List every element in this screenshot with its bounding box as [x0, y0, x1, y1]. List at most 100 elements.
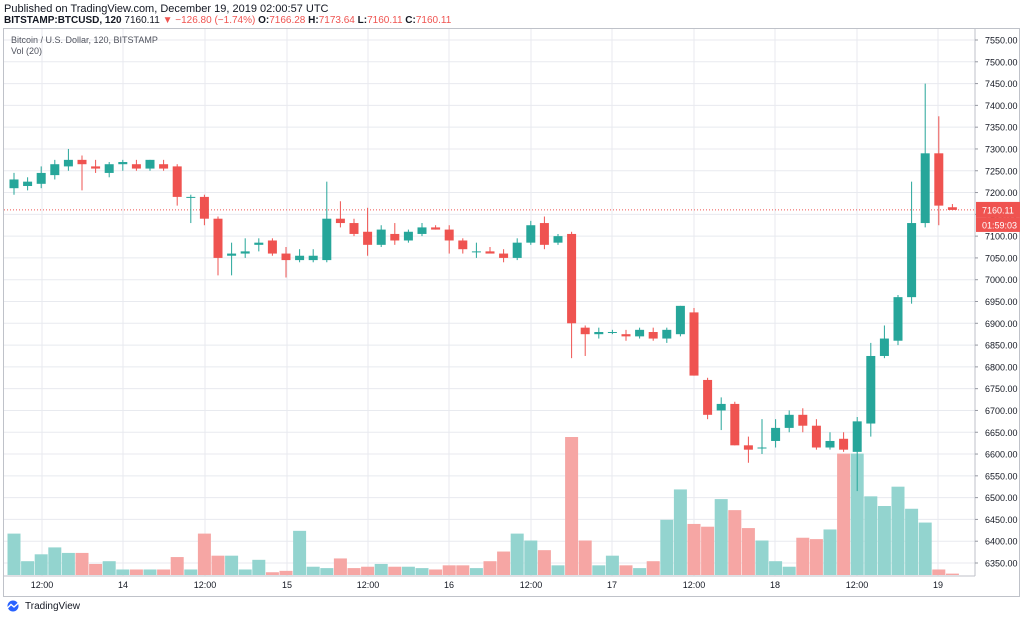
chart-frame[interactable]	[3, 28, 1020, 597]
candle-body	[485, 251, 495, 254]
volume-bar	[646, 561, 660, 575]
candle-body	[689, 312, 699, 376]
candle-body	[512, 242, 522, 258]
volume-bar	[565, 437, 579, 575]
candle-body	[281, 253, 291, 261]
volume-bar	[932, 569, 946, 575]
candle-body	[920, 153, 930, 224]
volume-bar	[605, 555, 619, 575]
volume-bar	[374, 563, 388, 575]
candle-body	[825, 440, 835, 448]
candle-body	[499, 253, 509, 258]
candle-body	[267, 240, 277, 254]
low-label: L:	[357, 15, 368, 26]
volume-bar	[945, 573, 959, 575]
candle-body	[417, 227, 427, 234]
volume-bar	[211, 555, 225, 575]
price-change: ▼ −126.80 (−1.74%)	[162, 15, 256, 26]
volume-bar	[129, 569, 143, 575]
price-tick-label: 6500.00	[985, 493, 1018, 503]
volume-bar	[265, 572, 279, 575]
volume-bar	[891, 486, 905, 575]
volume-bar	[592, 565, 606, 575]
candle-body	[172, 166, 182, 197]
price-tick-label: 6550.00	[985, 471, 1018, 481]
time-tick-label: 19	[933, 580, 943, 590]
volume-bar	[415, 568, 429, 575]
candle-body	[716, 403, 726, 411]
volume-bar	[782, 566, 796, 575]
candle-body	[594, 332, 604, 335]
time-tick-label: 12:00	[846, 580, 869, 590]
price-tick-label: 7500.00	[985, 57, 1018, 67]
price-tick-label: 6950.00	[985, 297, 1018, 307]
volume-bar	[850, 453, 864, 575]
candle-body	[131, 164, 141, 169]
volume-bar	[75, 552, 89, 575]
price-tick-label: 6750.00	[985, 384, 1018, 394]
price-tick-label: 7300.00	[985, 144, 1018, 154]
tradingview-brand: TradingView	[25, 600, 81, 612]
price-tick-label: 7450.00	[985, 79, 1018, 89]
volume-bar	[89, 563, 103, 575]
candle-body	[322, 218, 332, 261]
price-tick-label: 7550.00	[985, 36, 1018, 46]
volume-bar	[401, 566, 415, 575]
price-tick-label: 7000.00	[985, 275, 1018, 285]
candle-body	[771, 427, 781, 441]
tradingview-footer[interactable]: TradingView	[4, 599, 80, 613]
volume-bar	[741, 528, 755, 575]
volume-bar	[537, 550, 551, 575]
candle-body	[526, 225, 536, 243]
countdown-tag: 01:59:03	[982, 220, 1017, 230]
candle-body	[9, 179, 19, 189]
candle-body	[186, 196, 196, 198]
volume-legend: Vol (20)	[11, 46, 43, 56]
time-tick-label: 12:00	[357, 580, 380, 590]
countdown-tag-bg	[976, 217, 1020, 232]
time-tick-label: 12:00	[683, 580, 706, 590]
close-value: 7160.11	[415, 15, 452, 26]
volume-bar	[497, 551, 511, 575]
volume-bar	[442, 565, 456, 575]
time-tick-label: 14	[118, 580, 128, 590]
candle-body	[444, 229, 454, 241]
ohlc-bar: BITSTAMP:BTCUSD, 120 7160.11 ▼ −126.80 (…	[4, 15, 451, 26]
candle-body	[662, 329, 672, 339]
volume-bar	[755, 540, 769, 575]
volume-bar	[7, 533, 21, 575]
volume-bar	[469, 568, 483, 575]
volume-bar	[143, 569, 157, 575]
candle-body	[104, 164, 114, 173]
volume-bar	[728, 510, 742, 575]
candle-body	[118, 162, 128, 165]
candle-body	[934, 153, 944, 206]
volume-bar	[483, 561, 497, 575]
candle-body	[866, 355, 876, 424]
candle-body	[621, 334, 631, 337]
time-tick-label: 18	[770, 580, 780, 590]
candle-body	[879, 338, 889, 356]
candle-body	[471, 251, 481, 253]
volume-bar	[633, 568, 647, 575]
candle-body	[675, 305, 685, 335]
volume-bar	[864, 496, 878, 575]
price-tick-label: 6600.00	[985, 450, 1018, 460]
close-label: C:	[405, 15, 416, 26]
candle-body	[77, 159, 87, 165]
volume-bar	[429, 569, 443, 575]
price-tick-label: 7350.00	[985, 123, 1018, 133]
candle-body	[295, 255, 305, 261]
volume-bar	[347, 568, 361, 575]
volume-bar	[660, 519, 674, 575]
candle-body	[784, 414, 794, 428]
volume-bar	[225, 555, 239, 575]
price-tick-label: 7100.00	[985, 232, 1018, 242]
volume-bar	[619, 565, 633, 575]
candle-body	[703, 379, 713, 415]
volume-bar	[116, 569, 130, 575]
candle-body	[852, 421, 862, 452]
candle-body	[390, 233, 400, 241]
volume-bar	[293, 530, 307, 575]
